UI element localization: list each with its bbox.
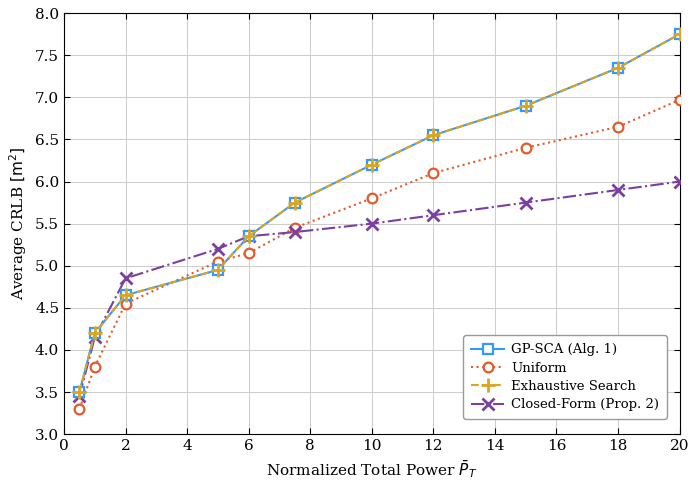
- Exhaustive Search: [75, 389, 84, 395]
- GP-SCA (Alg. 1): [214, 267, 222, 273]
- Exhaustive Search: [614, 65, 622, 71]
- Closed-Form (Prop. 2): [214, 246, 222, 252]
- Closed-Form (Prop. 2): [614, 187, 622, 193]
- GP-SCA (Alg. 1): [121, 292, 130, 298]
- Closed-Form (Prop. 2): [429, 212, 438, 218]
- Closed-Form (Prop. 2): [367, 221, 376, 226]
- Exhaustive Search: [521, 103, 530, 109]
- Uniform: [75, 406, 84, 412]
- Uniform: [521, 145, 530, 151]
- Closed-Form (Prop. 2): [121, 275, 130, 281]
- Closed-Form (Prop. 2): [91, 334, 99, 340]
- Legend: GP-SCA (Alg. 1), Uniform, Exhaustive Search, Closed-Form (Prop. 2): GP-SCA (Alg. 1), Uniform, Exhaustive Sea…: [464, 335, 667, 419]
- Exhaustive Search: [367, 162, 376, 167]
- Line: GP-SCA (Alg. 1): GP-SCA (Alg. 1): [75, 29, 684, 397]
- Exhaustive Search: [245, 233, 253, 239]
- Closed-Form (Prop. 2): [291, 229, 299, 235]
- GP-SCA (Alg. 1): [367, 162, 376, 167]
- Closed-Form (Prop. 2): [75, 393, 84, 399]
- Exhaustive Search: [214, 267, 222, 273]
- Uniform: [91, 364, 99, 370]
- Exhaustive Search: [291, 200, 299, 205]
- Closed-Form (Prop. 2): [521, 200, 530, 205]
- GP-SCA (Alg. 1): [291, 200, 299, 205]
- GP-SCA (Alg. 1): [675, 31, 684, 37]
- GP-SCA (Alg. 1): [91, 330, 99, 336]
- Exhaustive Search: [91, 330, 99, 336]
- GP-SCA (Alg. 1): [75, 389, 84, 395]
- Line: Closed-Form (Prop. 2): Closed-Form (Prop. 2): [74, 176, 685, 402]
- Uniform: [214, 259, 222, 264]
- Line: Uniform: Uniform: [75, 95, 684, 414]
- GP-SCA (Alg. 1): [614, 65, 622, 71]
- GP-SCA (Alg. 1): [521, 103, 530, 109]
- X-axis label: Normalized Total Power $\bar{P}_T$: Normalized Total Power $\bar{P}_T$: [266, 459, 477, 480]
- Uniform: [245, 250, 253, 256]
- GP-SCA (Alg. 1): [245, 233, 253, 239]
- Uniform: [429, 170, 438, 176]
- Exhaustive Search: [675, 31, 684, 37]
- Exhaustive Search: [121, 292, 130, 298]
- Closed-Form (Prop. 2): [245, 233, 253, 239]
- GP-SCA (Alg. 1): [429, 132, 438, 138]
- Uniform: [367, 195, 376, 201]
- Exhaustive Search: [429, 132, 438, 138]
- Uniform: [614, 124, 622, 130]
- Y-axis label: Average CRLB $[\mathrm{m}^2]$: Average CRLB $[\mathrm{m}^2]$: [8, 147, 29, 300]
- Closed-Form (Prop. 2): [675, 179, 684, 184]
- Uniform: [291, 225, 299, 231]
- Uniform: [675, 97, 684, 103]
- Uniform: [121, 301, 130, 306]
- Line: Exhaustive Search: Exhaustive Search: [72, 27, 687, 399]
